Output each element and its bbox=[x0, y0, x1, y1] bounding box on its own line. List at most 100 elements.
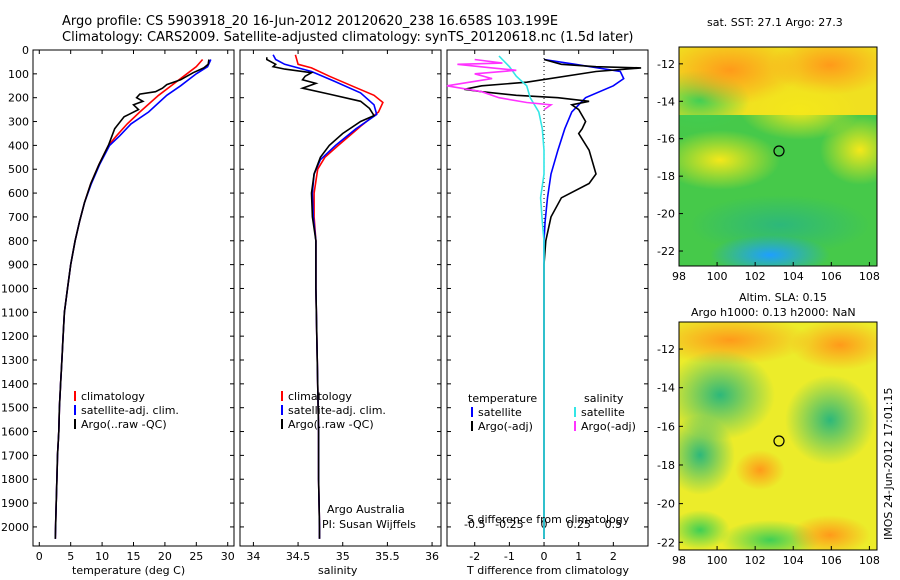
difference-xtick-label: 0 bbox=[541, 550, 548, 563]
sla-map-lon-label: 108 bbox=[859, 554, 880, 567]
depth-tick-label: 1600 bbox=[1, 426, 29, 439]
difference-series-s-argo bbox=[446, 58, 554, 111]
sst-map bbox=[679, 47, 877, 266]
depth-tick-label: 300 bbox=[8, 116, 29, 129]
depth-tick-label: 1200 bbox=[1, 330, 29, 343]
sla-argo-position-marker bbox=[773, 435, 785, 447]
depth-tick-label: 400 bbox=[8, 139, 29, 152]
sla-map-lat-label: -22 bbox=[657, 536, 675, 549]
salinity-legend-label: satellite-adj. clim. bbox=[288, 404, 386, 417]
salinity-diff-tick-label: 0.5 bbox=[605, 518, 623, 531]
depth-tick-label: 0 bbox=[22, 44, 29, 57]
depth-tick-label: 100 bbox=[8, 68, 29, 81]
sst-argo-position-marker bbox=[773, 145, 785, 157]
sla-map-lon-label: 98 bbox=[672, 554, 686, 567]
depth-tick-label: 600 bbox=[8, 187, 29, 200]
temperature-series-argo-raw-qc- bbox=[54, 59, 210, 539]
pi-label: PI: Susan Wijffels bbox=[322, 518, 416, 531]
depth-tick-label: 200 bbox=[8, 92, 29, 105]
salinity-xtick-label: 35 bbox=[336, 550, 350, 563]
salinity-legend-label: satellite bbox=[581, 406, 625, 419]
salinity-xtick-label: 35.5 bbox=[375, 550, 400, 563]
salinity-diff-tick-label: -0.5 bbox=[464, 518, 485, 531]
sla-map-lat-label: -16 bbox=[657, 420, 675, 433]
temperature-xtick-label: 15 bbox=[127, 550, 141, 563]
depth-tick-label: 1400 bbox=[1, 378, 29, 391]
sst-map-lat-label: -14 bbox=[657, 95, 675, 108]
salinity-legend-title: salinity bbox=[584, 392, 624, 405]
difference-xtick-label: 2 bbox=[610, 550, 617, 563]
sla-map-title: Altim. SLA: 0.15 bbox=[739, 291, 828, 304]
temperature-xlabel: temperature (deg C) bbox=[72, 564, 186, 577]
depth-tick-label: 1500 bbox=[1, 402, 29, 415]
sla-map-lat-label: -20 bbox=[657, 498, 675, 511]
difference-xtick-label: 1 bbox=[575, 550, 582, 563]
depth-tick-label: 2000 bbox=[1, 521, 29, 534]
temperature-xtick-label: 5 bbox=[67, 550, 74, 563]
depth-tick-label: 1900 bbox=[1, 497, 29, 510]
salinity-series-satellite-adj-clim- bbox=[272, 54, 378, 539]
difference-series-s-satellite bbox=[498, 55, 545, 539]
temperature-series-satellite-adj-clim- bbox=[54, 59, 212, 539]
sst-map-lat-label: -20 bbox=[657, 208, 675, 221]
salinity-legend-label: Argo(..raw -QC) bbox=[288, 418, 374, 431]
sst-map-lon-label: 104 bbox=[783, 270, 804, 283]
sla-map-lon-label: 106 bbox=[821, 554, 842, 567]
argo-australia-label: Argo Australia bbox=[327, 503, 405, 516]
sst-map-lon-label: 98 bbox=[672, 270, 686, 283]
sst-map-lat-label: -12 bbox=[657, 58, 675, 71]
difference-series-t-satellite bbox=[543, 58, 625, 539]
depth-tick-label: 900 bbox=[8, 259, 29, 272]
temperature-xtick-label: 30 bbox=[221, 550, 235, 563]
sla-map-lat-label: -14 bbox=[657, 382, 675, 395]
depth-tick-label: 1100 bbox=[1, 306, 29, 319]
difference-xlabel-top: S difference from climatology bbox=[467, 513, 630, 526]
temperature-legend-label: Argo(..raw -QC) bbox=[81, 418, 167, 431]
salinity-series-argo-raw-qc- bbox=[266, 57, 376, 539]
sla-map bbox=[679, 322, 877, 550]
salinity-series-climatology bbox=[294, 54, 384, 539]
sst-map-lat-label: -22 bbox=[657, 245, 675, 258]
difference-xlabel: T difference from climatology bbox=[467, 564, 629, 577]
temperature-legend-label: climatology bbox=[81, 390, 145, 403]
temperature-legend-label: satellite-adj. clim. bbox=[81, 404, 179, 417]
sst-map-lon-label: 100 bbox=[707, 270, 728, 283]
difference-plot-frame bbox=[446, 49, 649, 547]
salinity-legend-label: Argo(-adj) bbox=[581, 420, 636, 433]
header-line-1: Argo profile: CS 5903918_20 16-Jun-2012 … bbox=[62, 14, 559, 29]
sst-map-lat-label: -18 bbox=[657, 170, 675, 183]
temperature-legend-label: satellite bbox=[478, 406, 522, 419]
sla-map-lon-label: 102 bbox=[745, 554, 766, 567]
temperature-plot-frame bbox=[32, 49, 235, 547]
sst-map-lat-label: -16 bbox=[657, 133, 675, 146]
depth-tick-label: 700 bbox=[8, 211, 29, 224]
salinity-diff-tick-label: -0.25 bbox=[495, 518, 523, 531]
depth-tick-label: 1000 bbox=[1, 282, 29, 295]
temperature-legend-label: Argo(-adj) bbox=[478, 420, 533, 433]
depth-tick-label: 1300 bbox=[1, 354, 29, 367]
header-line-2: Climatology: CARS2009. Satellite-adjuste… bbox=[62, 30, 634, 45]
temperature-xtick-label: 10 bbox=[95, 550, 109, 563]
salinity-legend-label: climatology bbox=[288, 390, 352, 403]
temperature-xtick-label: 20 bbox=[158, 550, 172, 563]
difference-xtick-label: -2 bbox=[469, 550, 480, 563]
depth-tick-label: 1800 bbox=[1, 473, 29, 486]
temperature-series-climatology bbox=[54, 58, 204, 539]
temperature-xtick-label: 25 bbox=[189, 550, 203, 563]
depth-tick-label: 800 bbox=[8, 235, 29, 248]
sst-map-lon-label: 108 bbox=[859, 270, 880, 283]
temperature-xtick-label: 0 bbox=[36, 550, 43, 563]
difference-series-t-argo bbox=[464, 58, 642, 539]
salinity-xtick-label: 34.5 bbox=[286, 550, 311, 563]
depth-tick-label: 500 bbox=[8, 163, 29, 176]
temperature-legend-title: temperature bbox=[468, 392, 537, 405]
salinity-xtick-label: 34 bbox=[246, 550, 260, 563]
salinity-plot-frame bbox=[239, 49, 442, 547]
sst-map-lon-label: 106 bbox=[821, 270, 842, 283]
salinity-xtick-label: 36 bbox=[425, 550, 439, 563]
sla-map-lon-label: 104 bbox=[783, 554, 804, 567]
salinity-xlabel: salinity bbox=[318, 564, 358, 577]
difference-xtick-label: -1 bbox=[504, 550, 515, 563]
sla-map-lat-label: -12 bbox=[657, 343, 675, 356]
